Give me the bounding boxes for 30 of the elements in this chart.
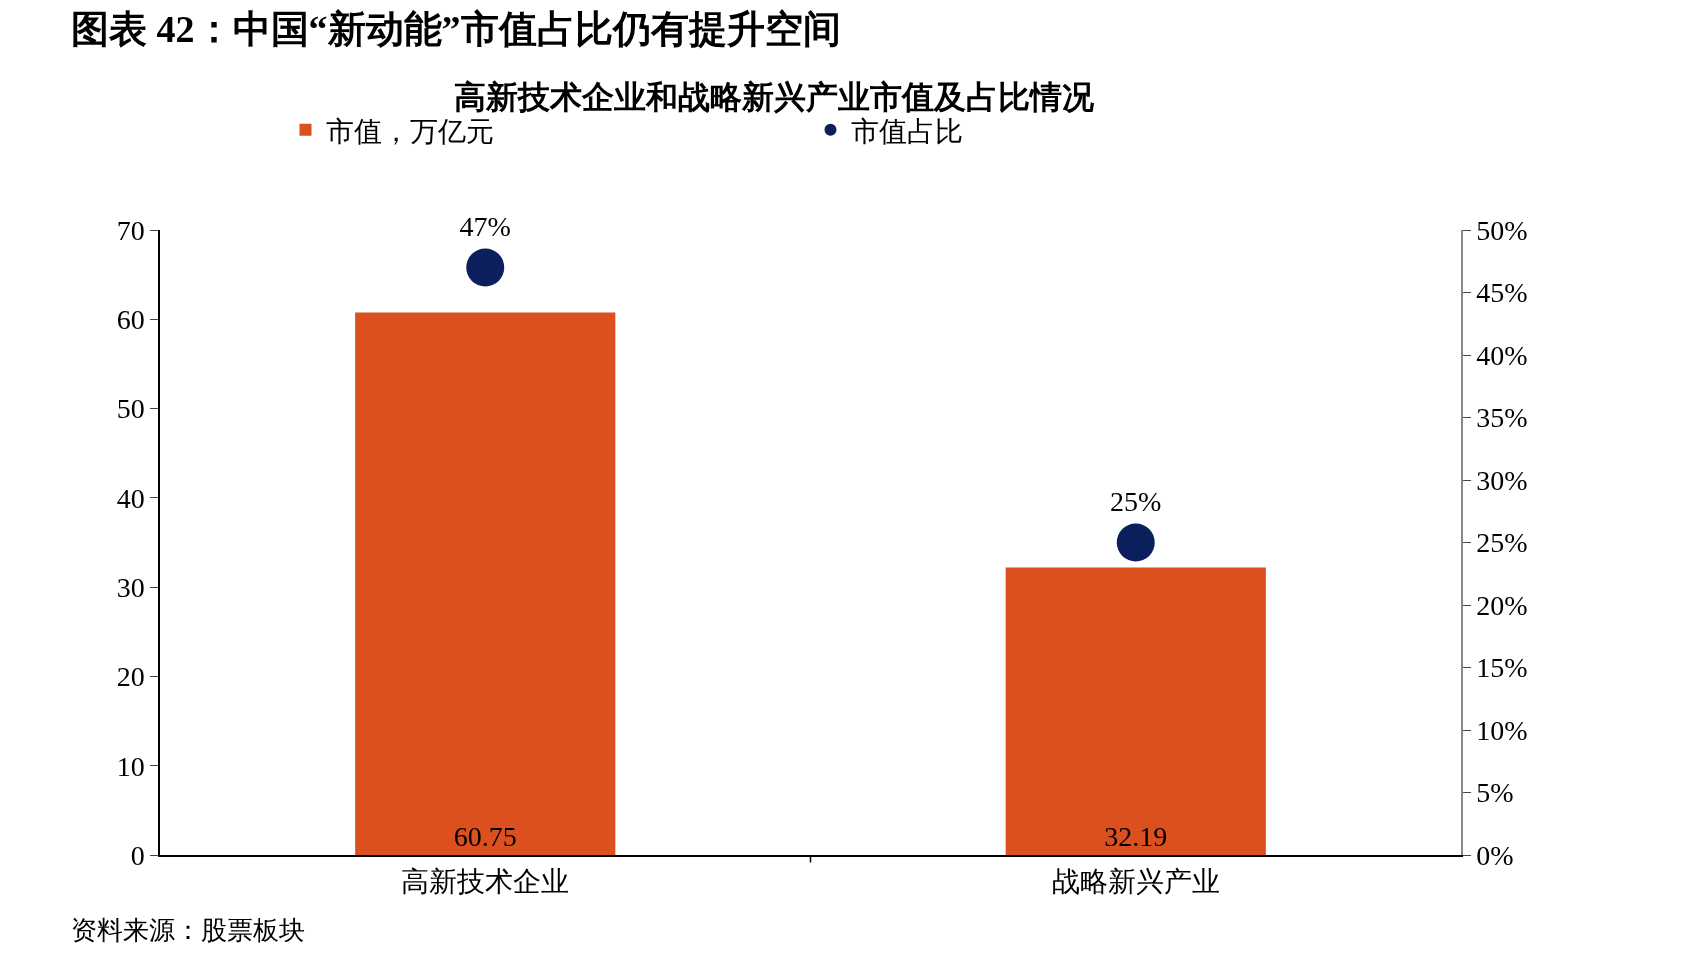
- legend-label: 市值占比: [850, 115, 963, 147]
- y-tick-label: 0: [130, 839, 145, 871]
- y-tick-label: 30: [116, 571, 145, 603]
- data-label: 60.75: [453, 821, 517, 852]
- y-tick-label: 40: [116, 482, 145, 514]
- y-tick-label: 50: [116, 393, 145, 425]
- y2-tick-label: 15%: [1476, 652, 1528, 684]
- y-tick-label: 60: [116, 304, 145, 336]
- y2-tick-label: 50%: [1476, 214, 1528, 246]
- y2-tick-label: 40%: [1476, 339, 1528, 371]
- x-tick-label: 战略新兴产业: [1051, 865, 1220, 897]
- data-label: 25%: [1110, 485, 1162, 517]
- legend-label: 市值，万亿元: [325, 115, 494, 147]
- chart-subtitle: 高新技术企业和战略新兴产业市值及占比情况: [453, 78, 1095, 115]
- y2-tick-label: 45%: [1476, 277, 1528, 309]
- y2-tick-label: 0%: [1476, 839, 1514, 871]
- y-tick-label: 70: [116, 214, 145, 246]
- y2-tick-label: 30%: [1476, 464, 1528, 496]
- text: 资料来源：股票板块: [71, 916, 305, 945]
- y-tick-label: 20: [116, 661, 145, 693]
- x-tick-label: 高新技术企业: [401, 865, 570, 897]
- y2-tick-label: 35%: [1476, 402, 1528, 434]
- y2-tick-label: 25%: [1476, 527, 1528, 559]
- y2-tick-label: 20%: [1476, 589, 1528, 621]
- data-label: 47%: [459, 210, 511, 242]
- y-tick-label: 10: [116, 750, 145, 782]
- y2-tick-label: 10%: [1476, 714, 1528, 746]
- chart-title: 图表 42：中国“新动能”市值占比仍有提升空间: [71, 8, 841, 50]
- y2-tick-label: 5%: [1476, 777, 1514, 809]
- data-label: 32.19: [1104, 821, 1168, 852]
